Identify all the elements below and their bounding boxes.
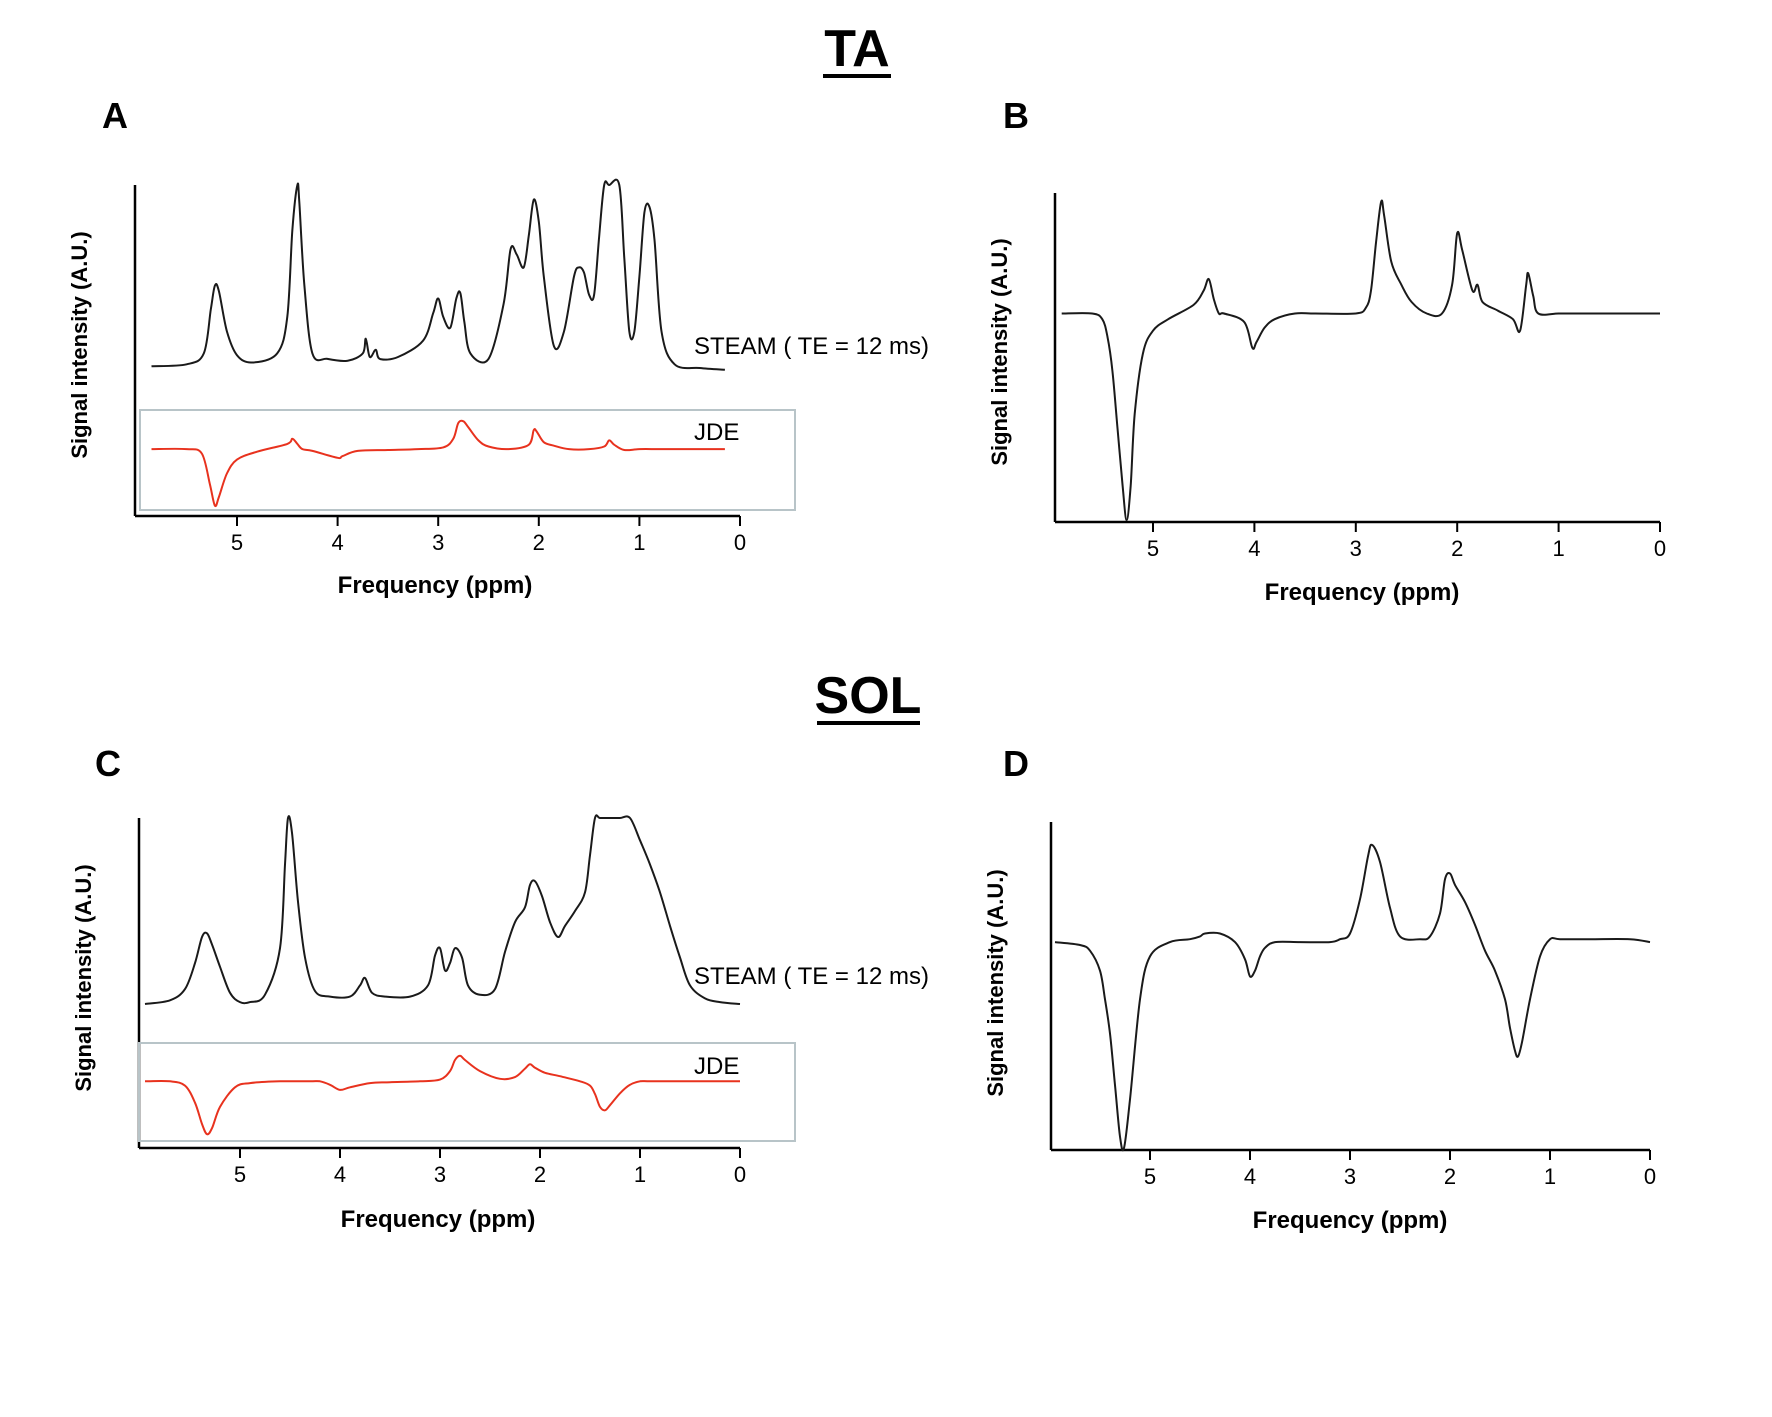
x-tick-label: 0 bbox=[1654, 536, 1666, 561]
x-axis-ticks: 5 4 3 2 1 0 bbox=[234, 1148, 746, 1187]
x-tick-label: 1 bbox=[1552, 536, 1564, 561]
panel-b: B 5 4 3 2 1 0 Signal intensity (A.U.) Frequen… bbox=[987, 95, 1666, 606]
x-tick-label: 5 bbox=[1147, 536, 1159, 561]
x-tick-label: 0 bbox=[1644, 1164, 1656, 1189]
x-tick-label: 3 bbox=[1344, 1164, 1356, 1189]
steam-spectrum-line bbox=[144, 814, 741, 1005]
panel-label: A bbox=[102, 95, 128, 136]
x-axis-ticks: 5 4 3 2 1 0 bbox=[1147, 522, 1666, 561]
x-tick-label: 0 bbox=[734, 530, 746, 555]
x-tick-label: 2 bbox=[533, 530, 545, 555]
x-axis-label: Frequency (ppm) bbox=[338, 572, 533, 599]
section-title-ta: TA bbox=[824, 20, 889, 78]
panel-d: D 5 4 3 2 1 0 Signal intensity (A.U.) Frequen… bbox=[983, 743, 1656, 1234]
x-tick-label: 3 bbox=[1350, 536, 1362, 561]
x-tick-label: 3 bbox=[434, 1162, 446, 1187]
x-tick-label: 1 bbox=[634, 1162, 646, 1187]
jde-series-label: JDE bbox=[694, 1053, 739, 1080]
steam-series-label: STEAM ( TE = 12 ms) bbox=[694, 333, 929, 360]
steam-spectrum-line bbox=[151, 178, 725, 371]
x-tick-label: 2 bbox=[1444, 1164, 1456, 1189]
x-tick-label: 1 bbox=[1544, 1164, 1556, 1189]
x-axis-label: Frequency (ppm) bbox=[341, 1206, 536, 1233]
panel-label: C bbox=[95, 743, 121, 784]
jde-inset-box bbox=[139, 409, 796, 511]
jde-spectrum-line bbox=[1054, 843, 1651, 1152]
y-axis-label: Signal intensity (A.U.) bbox=[71, 864, 96, 1091]
x-tick-label: 2 bbox=[534, 1162, 546, 1187]
jde-spectrum-line bbox=[151, 419, 725, 508]
x-axis-ticks: 5 4 3 2 1 0 bbox=[231, 516, 746, 555]
jde-spectrum-line bbox=[144, 1054, 740, 1136]
x-tick-label: 4 bbox=[334, 1162, 346, 1187]
x-tick-label: 4 bbox=[331, 530, 343, 555]
jde-spectrum-line bbox=[1061, 199, 1660, 522]
steam-series-label: STEAM ( TE = 12 ms) bbox=[694, 963, 929, 990]
panel-c: C 5 4 3 2 1 0 Signal intensity (A.U.) Frequen… bbox=[71, 743, 929, 1233]
y-axis-label: Signal intensity (A.U.) bbox=[67, 231, 92, 458]
x-tick-label: 0 bbox=[734, 1162, 746, 1187]
x-tick-label: 4 bbox=[1248, 536, 1260, 561]
jde-series-label: JDE bbox=[694, 419, 739, 446]
panel-label: D bbox=[1003, 743, 1029, 784]
x-tick-label: 5 bbox=[1144, 1164, 1156, 1189]
y-axis-label: Signal intensity (A.U.) bbox=[987, 238, 1012, 465]
x-tick-label: 3 bbox=[432, 530, 444, 555]
x-tick-label: 5 bbox=[234, 1162, 246, 1187]
panel-label: B bbox=[1003, 95, 1029, 136]
x-axis-ticks: 5 4 3 2 1 0 bbox=[1144, 1150, 1656, 1189]
x-tick-label: 4 bbox=[1244, 1164, 1256, 1189]
x-tick-label: 5 bbox=[231, 530, 243, 555]
x-axis-label: Frequency (ppm) bbox=[1265, 579, 1460, 606]
x-axis-label: Frequency (ppm) bbox=[1253, 1207, 1448, 1234]
y-axis-label: Signal intensity (A.U.) bbox=[983, 869, 1008, 1096]
panel-a: A 5 4 3 2 1 0 Signal intensity (A.U.) Frequen… bbox=[67, 95, 929, 599]
x-tick-label: 2 bbox=[1451, 536, 1463, 561]
jde-inset-box bbox=[138, 1042, 796, 1142]
section-title-sol: SOL bbox=[815, 667, 922, 725]
x-tick-label: 1 bbox=[633, 530, 645, 555]
